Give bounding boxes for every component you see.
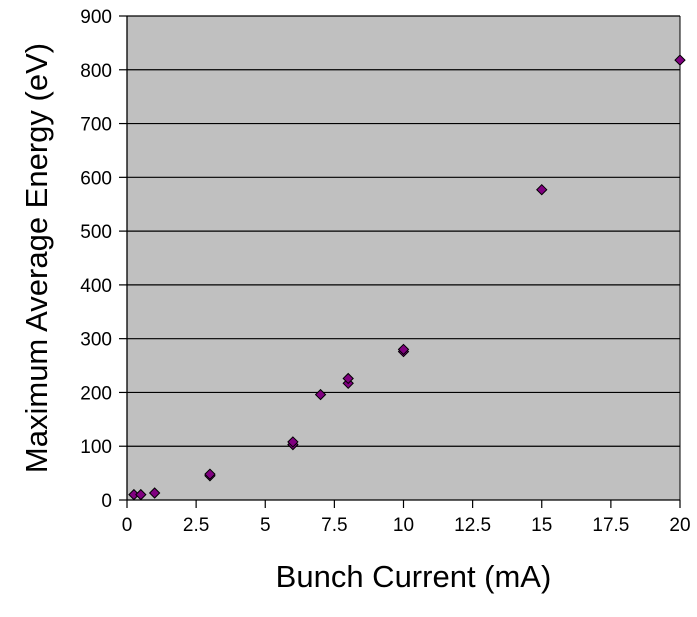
x-tick-label: 2.5 <box>183 515 209 536</box>
x-axis-title: Bunch Current (mA) <box>276 559 552 594</box>
x-tick-label: 7.5 <box>321 515 347 536</box>
data-point <box>397 343 410 356</box>
x-tick-label: 20 <box>669 515 690 536</box>
axes <box>119 15 681 508</box>
data-point <box>342 372 354 385</box>
x-tick-label: 15 <box>531 515 552 536</box>
x-tick-label: 12.5 <box>454 515 491 536</box>
y-axis-title: Maximum Average Energy (eV) <box>19 43 54 473</box>
y-tick-label: 300 <box>80 330 112 351</box>
y-tick-label: 0 <box>101 491 112 512</box>
y-tick-label: 200 <box>80 383 112 404</box>
data-point <box>204 468 216 480</box>
y-tick-label: 800 <box>80 61 112 82</box>
plot-area <box>127 16 680 500</box>
x-tick-label: 0 <box>122 515 133 536</box>
y-tick-label: 600 <box>80 168 112 189</box>
data-point <box>287 436 299 448</box>
x-tick-label: 17.5 <box>592 515 629 536</box>
data-point <box>148 487 161 499</box>
y-tick-label: 500 <box>80 222 112 243</box>
y-tick-label: 400 <box>80 276 112 297</box>
data-points <box>128 54 686 501</box>
data-point <box>536 183 548 196</box>
y-tick-label: 900 <box>80 7 112 28</box>
y-tick-label: 700 <box>80 115 112 136</box>
y-tick-label: 100 <box>80 437 112 458</box>
x-tick-label: 10 <box>393 515 414 536</box>
data-point <box>135 488 147 501</box>
data-point <box>674 54 686 66</box>
x-tick-label: 5 <box>260 515 271 536</box>
x-tick-labels: 0 2.5 5 7.5 10 12.5 15 17.5 20 <box>122 515 691 536</box>
data-point <box>314 388 327 401</box>
y-tick-labels: 0 100 200 300 400 500 600 700 800 900 <box>80 7 112 512</box>
